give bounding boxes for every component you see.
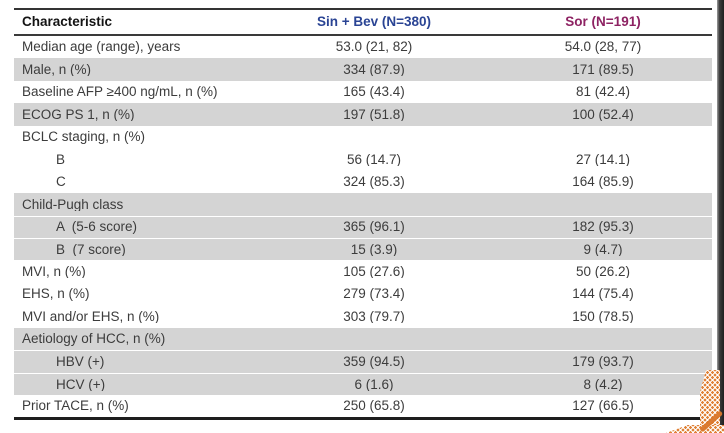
table-row-mvi: MVI, n (%) 105 (27.6) 50 (26.2) — [14, 260, 712, 283]
table-row-male: Male, n (%) 334 (87.9) 171 (89.5) — [14, 58, 712, 81]
row-value-sor: 81 (42.4) — [575, 85, 631, 99]
row-label: HCV (+) — [56, 377, 106, 392]
table-row-bclc-staging: BCLC staging, n (%) — [14, 125, 712, 149]
row-label: Prior TACE, n (%) — [22, 399, 129, 413]
row-value-sor: 127 (66.5) — [572, 399, 634, 413]
row-label: Baseline AFP ≥400 ng/mL, n (%) — [22, 85, 218, 99]
row-label: B — [56, 152, 66, 167]
row-value-sin-bev: 6 (1.6) — [354, 377, 394, 392]
table-row-bclc-b: B 56 (14.7) 27 (14.1) — [14, 148, 712, 171]
baseline-characteristics-table: Characteristic Sin + Bev (N=380) Sor (N=… — [14, 8, 712, 421]
row-value-sin-bev: 105 (27.6) — [343, 264, 405, 279]
table-row-ecog-ps1: ECOG PS 1, n (%) 197 (51.8) 100 (52.4) — [14, 103, 712, 126]
row-value-sin-bev: 359 (94.5) — [343, 355, 405, 369]
row-value-sin-bev: 334 (87.9) — [343, 62, 405, 77]
header-characteristic: Characteristic — [22, 15, 113, 29]
table-row-baseline-afp: Baseline AFP ≥400 ng/mL, n (%) 165 (43.4… — [14, 80, 712, 104]
row-value-sor: 144 (75.4) — [572, 287, 634, 301]
row-value-sin-bev: 56 (14.7) — [346, 152, 402, 167]
table-row-aetiology: Aetiology of HCC, n (%) — [14, 327, 712, 351]
row-value-sin-bev: 324 (85.3) — [343, 175, 405, 189]
row-value-sor: 182 (95.3) — [572, 220, 634, 234]
row-value-sin-bev: 250 (65.8) — [343, 399, 405, 413]
table-row-median-age: Median age (range), years 53.0 (21, 82) … — [14, 36, 712, 59]
table-row-ehs: EHS, n (%) 279 (73.4) 144 (75.4) — [14, 282, 712, 306]
orange-dot-pattern-bottom — [665, 425, 724, 433]
row-label: Aetiology of HCC, n (%) — [22, 332, 166, 346]
row-value-sin-bev: 279 (73.4) — [343, 287, 405, 301]
table-row-child-pugh-b: B (7 score) 15 (3.9) 9 (4.7) — [14, 237, 712, 261]
row-label: A (5-6 score) — [56, 220, 138, 234]
row-value-sor: 150 (78.5) — [572, 309, 634, 324]
row-value-sin-bev: 165 (43.4) — [343, 85, 405, 99]
row-label: EHS, n (%) — [22, 287, 90, 301]
table-row-child-pugh-a: A (5-6 score) 365 (96.1) 182 (95.3) — [14, 215, 712, 238]
row-value-sin-bev: 197 (51.8) — [343, 107, 405, 122]
row-label: B (7 score) — [56, 242, 126, 257]
row-value-sin-bev: 53.0 (21, 82) — [335, 40, 413, 54]
row-value-sor: 100 (52.4) — [572, 107, 634, 122]
row-label: MVI and/or EHS, n (%) — [22, 309, 160, 324]
row-value-sor: 9 (4.7) — [583, 242, 623, 257]
row-label: HBV (+) — [56, 355, 105, 369]
row-value-sin-bev: 365 (96.1) — [343, 220, 405, 234]
table-header-row: Characteristic Sin + Bev (N=380) Sor (N=… — [14, 10, 712, 36]
row-label: Child-Pugh class — [22, 197, 124, 212]
row-value-sin-bev: 303 (79.7) — [343, 309, 405, 324]
table-row-bclc-c: C 324 (85.3) 164 (85.9) — [14, 170, 712, 194]
row-value-sin-bev: 15 (3.9) — [350, 242, 398, 257]
row-value-sor: 171 (89.5) — [572, 62, 634, 77]
table-row-mvi-ehs: MVI and/or EHS, n (%) 303 (79.7) 150 (78… — [14, 305, 712, 328]
header-arm-sin-bev: Sin + Bev (N=380) — [316, 15, 432, 29]
row-label: Male, n (%) — [22, 62, 92, 77]
row-value-sor: 27 (14.1) — [575, 152, 631, 167]
table-row-hbv: HBV (+) 359 (94.5) 179 (93.7) — [14, 350, 712, 373]
row-label: C — [56, 175, 66, 189]
row-value-sor: 50 (26.2) — [575, 264, 631, 279]
table-row-prior-tace: Prior TACE, n (%) 250 (65.8) 127 (66.5) — [14, 395, 712, 418]
table-row-child-pugh: Child-Pugh class — [14, 193, 712, 216]
row-value-sor: 8 (4.2) — [583, 377, 623, 392]
row-label: Median age (range), years — [22, 40, 181, 54]
row-value-sor: 179 (93.7) — [572, 355, 634, 369]
row-label: ECOG PS 1, n (%) — [22, 107, 135, 122]
table-row-hcv: HCV (+) 6 (1.6) 8 (4.2) — [14, 372, 712, 395]
slide-edge-strip — [717, 0, 724, 433]
header-arm-sor: Sor (N=191) — [565, 15, 641, 29]
row-label: BCLC staging, n (%) — [22, 130, 146, 144]
row-value-sor: 164 (85.9) — [572, 175, 634, 189]
row-label: MVI, n (%) — [22, 264, 86, 279]
row-value-sor: 54.0 (28, 77) — [564, 40, 642, 54]
